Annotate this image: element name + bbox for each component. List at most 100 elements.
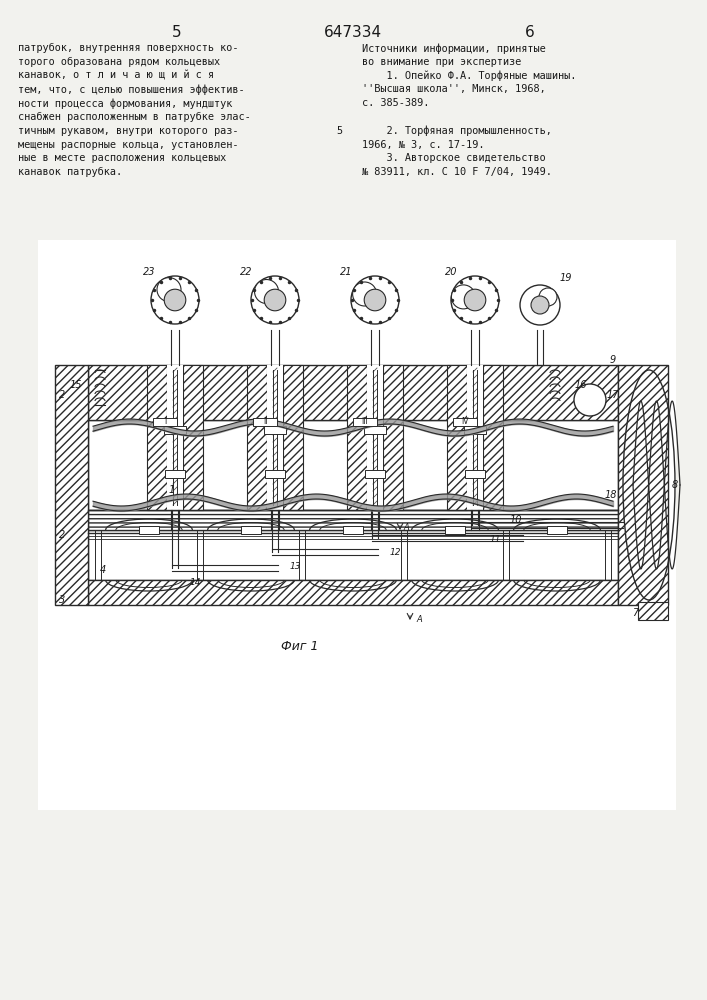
Bar: [38, 240, 676, 810]
Bar: [247, 365, 267, 510]
Text: 1966, № 3, с. 17-19.: 1966, № 3, с. 17-19.: [362, 140, 484, 150]
Bar: [365, 470, 385, 478]
Bar: [164, 426, 186, 434]
Text: торого образована рядом кольцевых: торого образована рядом кольцевых: [18, 57, 220, 67]
Text: 10: 10: [510, 515, 522, 525]
Circle shape: [264, 289, 286, 311]
Bar: [618, 365, 668, 605]
Text: 11: 11: [490, 535, 501, 544]
Bar: [367, 365, 383, 510]
Text: 3: 3: [59, 595, 65, 605]
Bar: [445, 526, 465, 534]
Bar: [343, 526, 363, 534]
Bar: [183, 365, 203, 510]
Circle shape: [251, 276, 299, 324]
Circle shape: [574, 384, 606, 416]
Bar: [147, 365, 167, 510]
Text: A: A: [416, 614, 422, 624]
Text: 2. Торфяная промышленность,: 2. Торфяная промышленность,: [362, 126, 552, 136]
Circle shape: [464, 289, 486, 311]
Text: 4: 4: [100, 565, 106, 575]
Text: патрубок, внутренняя поверхность ко-: патрубок, внутренняя поверхность ко-: [18, 43, 238, 53]
Bar: [167, 365, 183, 510]
Text: № 83911, кл. С 10 F 7/04, 1949.: № 83911, кл. С 10 F 7/04, 1949.: [362, 167, 552, 177]
Text: 2: 2: [59, 530, 65, 540]
Bar: [253, 418, 277, 426]
Text: A: A: [403, 524, 409, 532]
Bar: [165, 470, 185, 478]
Text: мещены распорные кольца, установлен-: мещены распорные кольца, установлен-: [18, 140, 238, 150]
Bar: [88, 420, 618, 510]
Circle shape: [531, 296, 549, 314]
Text: 8: 8: [672, 480, 678, 490]
Text: 17: 17: [607, 390, 619, 400]
Circle shape: [364, 289, 386, 311]
Text: I: I: [164, 418, 166, 426]
Circle shape: [353, 282, 377, 306]
Text: 3. Авторское свидетельство: 3. Авторское свидетельство: [362, 153, 546, 163]
Text: Источники информации, принятые: Источники информации, принятые: [362, 43, 546, 53]
Text: ''Высшая школа'', Минск, 1968,: ''Высшая школа'', Минск, 1968,: [362, 84, 546, 94]
Text: ные в месте расположения кольцевых: ные в месте расположения кольцевых: [18, 153, 226, 163]
Bar: [88, 365, 618, 420]
Text: 12: 12: [390, 548, 402, 557]
Text: IV: IV: [461, 418, 469, 426]
Bar: [447, 365, 467, 510]
Bar: [547, 526, 567, 534]
Text: канавок, о т л и ч а ю щ и й с я: канавок, о т л и ч а ю щ и й с я: [18, 71, 214, 81]
Bar: [241, 526, 261, 534]
Text: 15: 15: [69, 380, 82, 390]
Bar: [465, 470, 485, 478]
Text: 2: 2: [59, 390, 65, 400]
Circle shape: [151, 276, 199, 324]
Bar: [638, 602, 668, 620]
Text: 9: 9: [610, 355, 617, 365]
Bar: [88, 530, 618, 580]
Bar: [88, 510, 618, 530]
Bar: [55, 365, 88, 605]
Text: 647334: 647334: [324, 25, 382, 40]
Text: с. 385-389.: с. 385-389.: [362, 98, 429, 108]
Circle shape: [451, 285, 475, 309]
Text: 19: 19: [560, 273, 573, 283]
Bar: [153, 418, 177, 426]
Text: II: II: [263, 418, 267, 426]
Text: 21: 21: [340, 267, 353, 277]
Circle shape: [351, 276, 399, 324]
Bar: [264, 426, 286, 434]
Text: 14: 14: [190, 578, 201, 587]
Text: 1. Опейко Ф.А. Торфяные машины.: 1. Опейко Ф.А. Торфяные машины.: [362, 71, 576, 81]
Bar: [267, 365, 283, 510]
Text: III: III: [361, 418, 368, 426]
Bar: [364, 426, 386, 434]
Circle shape: [539, 288, 557, 306]
Text: 22: 22: [240, 267, 252, 277]
Text: 13: 13: [290, 562, 301, 571]
Bar: [483, 365, 503, 510]
Bar: [265, 470, 285, 478]
Text: снабжен расположенным в патрубке элас-: снабжен расположенным в патрубке элас-: [18, 112, 251, 122]
Bar: [347, 365, 367, 510]
Text: канавок патрубка.: канавок патрубка.: [18, 167, 122, 177]
Text: 1: 1: [169, 485, 175, 495]
Circle shape: [164, 289, 186, 311]
Bar: [467, 365, 483, 510]
Bar: [88, 580, 618, 605]
Bar: [139, 526, 159, 534]
Text: 5: 5: [336, 126, 342, 136]
Text: 6: 6: [525, 25, 535, 40]
Circle shape: [157, 278, 181, 302]
Bar: [383, 365, 403, 510]
Text: тичным рукавом, внутри которого раз-: тичным рукавом, внутри которого раз-: [18, 126, 238, 136]
Bar: [283, 365, 303, 510]
Text: во внимание при экспертизе: во внимание при экспертизе: [362, 57, 521, 67]
Text: ности процесса формования, мундштук: ности процесса формования, мундштук: [18, 98, 233, 109]
Bar: [453, 418, 477, 426]
Text: 23: 23: [143, 267, 155, 277]
Circle shape: [255, 280, 279, 304]
Bar: [464, 426, 486, 434]
Circle shape: [451, 276, 499, 324]
Text: 20: 20: [445, 267, 457, 277]
Text: 16: 16: [575, 380, 588, 390]
Bar: [353, 418, 377, 426]
